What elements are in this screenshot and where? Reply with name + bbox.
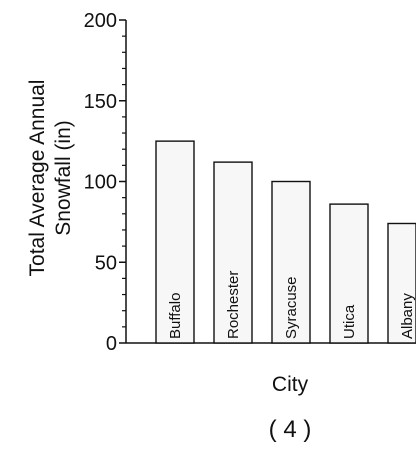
y-axis: 0 50 100 150 200 xyxy=(84,10,416,355)
category-label-utica: Utica xyxy=(341,304,358,339)
y-tick-label: 100 xyxy=(84,172,117,194)
y-axis-label-line2: Snowfall (in) xyxy=(52,120,75,236)
category-label-syracuse: Syracuse xyxy=(283,276,300,339)
category-label-albany: Albany xyxy=(399,293,416,339)
category-labels: Buffalo Rochester Syracuse Utica Albany xyxy=(167,271,416,339)
y-tick-label: 150 xyxy=(84,91,117,113)
bar-syracuse xyxy=(271,180,311,344)
x-axis-label: City xyxy=(272,373,309,396)
bar-albany xyxy=(387,222,416,344)
y-tick-label: 0 xyxy=(106,333,117,355)
bars-group xyxy=(155,140,416,344)
bar-buffalo xyxy=(155,140,195,344)
category-label-buffalo: Buffalo xyxy=(167,293,184,339)
bar-utica xyxy=(329,203,369,344)
y-tick-label: 200 xyxy=(84,10,117,32)
bar-rochester xyxy=(213,161,253,344)
figure-caption: ( 4 ) xyxy=(269,416,312,443)
category-label-rochester: Rochester xyxy=(225,271,242,339)
y-tick-label: 50 xyxy=(95,252,117,274)
y-axis-label-line1: Total Average Annual xyxy=(26,80,49,277)
